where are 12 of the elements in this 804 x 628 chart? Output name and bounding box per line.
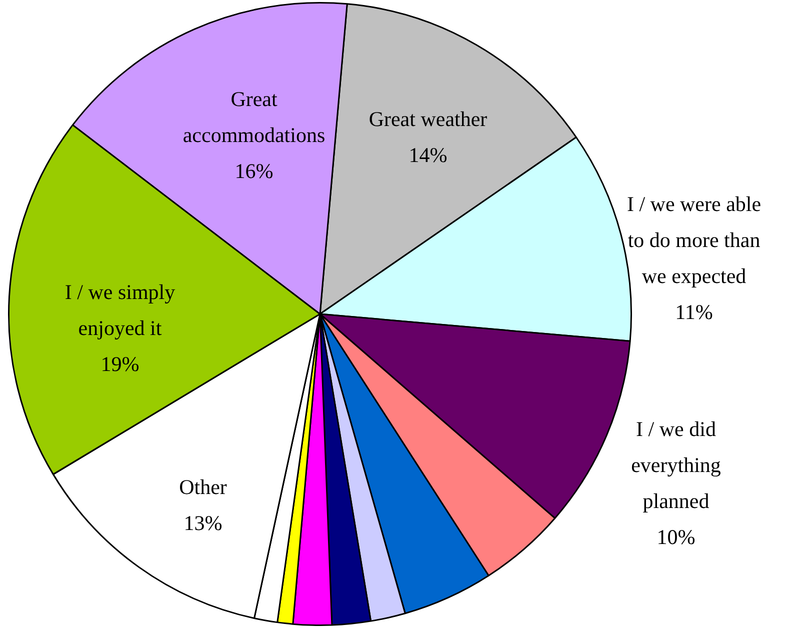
slice-label: Other [179, 475, 227, 500]
data-label: 16% [234, 159, 274, 184]
slice-label: I / we were able to do more than we expected [626, 192, 762, 288]
slice-label: I / we did everything planned [631, 417, 722, 514]
data-label: 11% [675, 300, 713, 324]
slice-label: Great accommodations [182, 87, 326, 148]
slice-label: Great weather [368, 107, 488, 132]
data-label: 13% [184, 511, 222, 536]
data-label: 14% [408, 143, 448, 168]
slice-label: I / we simply enjoyed it [64, 280, 176, 340]
data-label: 19% [100, 352, 140, 376]
data-label: 10% [656, 525, 696, 550]
